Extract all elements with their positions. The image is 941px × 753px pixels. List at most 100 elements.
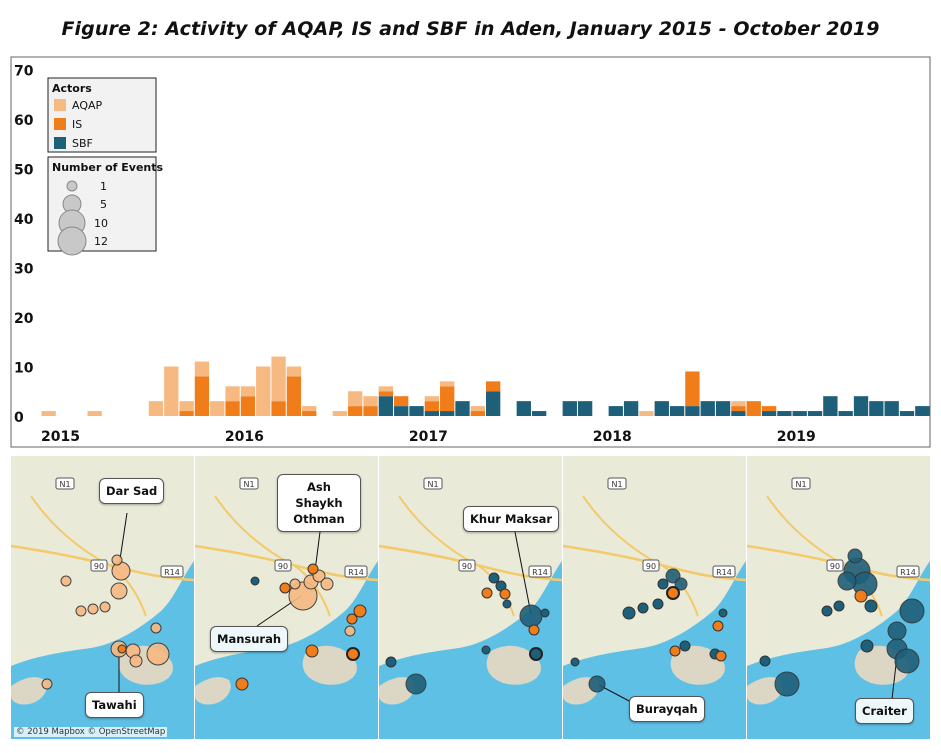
event-bubble — [99, 601, 111, 613]
bar-sbf — [394, 406, 409, 416]
event-bubble — [346, 647, 360, 661]
bar-sbf — [531, 411, 547, 416]
event-bubble — [320, 577, 334, 591]
bar-sbf — [577, 401, 593, 416]
bar-sbf — [915, 406, 930, 416]
event-bubble — [679, 640, 691, 652]
legend-actors-title: Actors — [52, 82, 92, 95]
map-strip: N1 90 R14 Dar Sad Tawahi © 2019 Mapbox ©… — [11, 456, 930, 739]
legend-label-aqap: AQAP — [72, 99, 103, 112]
bar-sbf — [424, 411, 440, 416]
bar-is — [424, 401, 440, 412]
bar-is — [486, 381, 501, 392]
bar-is — [378, 391, 394, 397]
bar-sbf — [562, 401, 577, 416]
event-bubble — [41, 678, 53, 690]
bar-is — [271, 401, 286, 416]
event-bubble — [540, 608, 550, 618]
event-bubble — [637, 602, 649, 614]
road-label-r14: R14 — [348, 568, 364, 577]
event-bubble — [894, 648, 920, 674]
legend-size-circle-1 — [66, 180, 78, 192]
event-bubble — [481, 587, 493, 599]
event-bubble — [279, 582, 291, 594]
event-bubble — [657, 578, 669, 590]
event-bubble — [111, 554, 123, 566]
event-bubble — [718, 608, 728, 618]
event-bubble — [864, 599, 878, 613]
road-label-90: 90 — [462, 562, 472, 571]
road-label-r14: R14 — [164, 568, 180, 577]
bar-sbf — [715, 401, 731, 416]
bar-is — [286, 376, 302, 416]
legend-swatch-is — [54, 118, 66, 130]
road-label-90: 90 — [278, 562, 288, 571]
event-bubble — [674, 577, 688, 591]
legend-size-label-10: 10 — [94, 217, 108, 230]
bar-sbf — [853, 396, 869, 416]
event-bubble — [344, 625, 356, 637]
event-bubble — [887, 621, 907, 641]
bar-is — [240, 396, 256, 416]
event-bubble — [117, 644, 127, 654]
road-label-n1: N1 — [611, 480, 622, 489]
event-bubble — [129, 654, 143, 668]
bar-is — [440, 386, 455, 412]
legend-label-is: IS — [72, 118, 82, 131]
bar-aqap — [302, 406, 317, 412]
bar-sbf — [731, 411, 746, 416]
bar-sbf — [486, 391, 501, 416]
legend-size-circle-12 — [57, 226, 87, 256]
event-bubble — [250, 576, 260, 586]
road-label-90: 90 — [830, 562, 840, 571]
event-bubble — [405, 673, 427, 695]
bar-sbf — [792, 411, 807, 416]
map-panel-2017-2018: N1 90 R14 Khur Maksar — [379, 456, 562, 739]
y-tick-label: 0 — [14, 410, 24, 426]
bar-aqap — [179, 401, 194, 412]
bar-sbf — [623, 401, 639, 416]
x-tick-label: 2017 — [409, 429, 448, 445]
bar-sbf — [654, 401, 669, 416]
legend-size-label-5: 5 — [100, 198, 107, 211]
event-bubble — [715, 650, 727, 662]
x-tick-label: 2015 — [41, 429, 80, 445]
map-panel-2019: N1 90 R14 Craiter — [747, 456, 930, 739]
bar-aqap — [424, 396, 440, 402]
bar-aqap — [639, 411, 654, 416]
event-bubble — [305, 644, 319, 658]
bar-sbf — [884, 401, 899, 416]
event-bubble — [833, 600, 845, 612]
x-tick-label: 2019 — [777, 429, 816, 445]
bar-sbf — [777, 411, 792, 416]
event-bubble — [669, 645, 681, 657]
bar-aqap — [164, 366, 179, 416]
road-label-r14: R14 — [716, 568, 732, 577]
bar-is — [746, 401, 761, 416]
legend-size-title: Number of Events — [52, 161, 163, 174]
map-attribution: © 2019 Mapbox © OpenStreetMap — [14, 727, 168, 737]
bar-aqap — [41, 411, 56, 416]
bar-aqap — [194, 361, 210, 377]
event-bubble — [528, 624, 540, 636]
road-label-n1: N1 — [795, 480, 806, 489]
bar-is — [470, 411, 485, 416]
map-panel-2016-2017: N1 90 R14 Ash Shaykh Othman Mansurah — [195, 456, 378, 739]
bar-sbf — [378, 396, 394, 416]
bar-is — [761, 406, 777, 412]
event-bubble — [60, 575, 72, 587]
map-background: N1 90 R14 — [379, 456, 562, 739]
event-bubble — [821, 605, 833, 617]
bar-is — [363, 406, 378, 416]
bar-is — [731, 406, 746, 412]
road-label-n1: N1 — [59, 480, 70, 489]
bar-sbf — [807, 411, 823, 416]
event-bubble — [837, 571, 857, 591]
bar-sbf — [516, 401, 531, 416]
x-tick-label: 2018 — [593, 429, 632, 445]
y-tick-label: 30 — [14, 262, 34, 278]
callout-khur-maksar: Khur Maksar — [463, 506, 560, 532]
event-bubble — [353, 604, 367, 618]
callout-craiter: Craiter — [855, 698, 914, 724]
bar-aqap — [148, 401, 164, 416]
